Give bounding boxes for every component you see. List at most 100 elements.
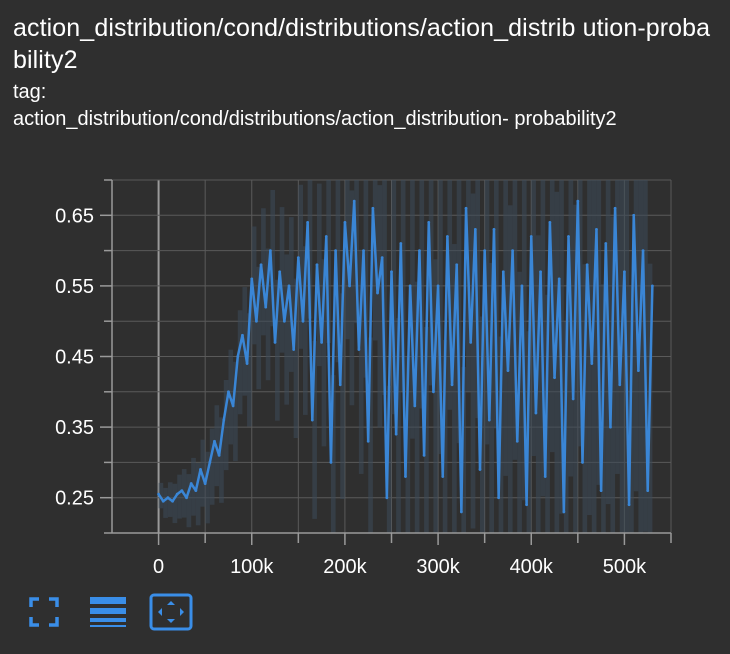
data-point <box>222 418 226 422</box>
data-point <box>157 492 160 496</box>
data-point <box>296 256 300 260</box>
band-segment <box>223 379 229 471</box>
data-point <box>427 220 431 224</box>
band-segment <box>442 339 448 533</box>
data-point <box>506 369 510 373</box>
band-segment <box>242 287 248 396</box>
data-point <box>604 242 608 245</box>
data-point <box>595 228 598 231</box>
data-point <box>194 489 198 493</box>
band-segment <box>410 180 415 439</box>
data-point <box>231 404 235 408</box>
band-segment <box>335 180 341 363</box>
data-point <box>203 482 207 485</box>
band-segment <box>209 428 215 505</box>
y-tick-label: 0.65 <box>55 205 94 227</box>
data-point <box>390 270 393 274</box>
band-segment <box>261 208 266 336</box>
data-point <box>585 263 589 267</box>
data-point <box>282 319 286 323</box>
x-tick-label: 500k <box>603 556 647 578</box>
data-point <box>632 213 636 217</box>
data-point <box>245 362 249 365</box>
band-segment <box>507 205 513 533</box>
y-tick-label: 0.25 <box>55 488 94 510</box>
data-point <box>371 206 375 210</box>
band-segment <box>363 180 369 378</box>
band-segment <box>256 266 262 390</box>
band-segment <box>298 184 303 349</box>
band-segment <box>177 474 182 519</box>
band-segment <box>400 180 406 392</box>
data-point <box>618 383 622 387</box>
data-point <box>273 340 277 344</box>
data-point <box>310 418 314 422</box>
data-point <box>459 510 463 514</box>
x-tick-label: 100k <box>230 556 274 578</box>
data-point <box>208 461 212 464</box>
band-segment <box>205 451 210 524</box>
band-segment <box>186 474 192 528</box>
data-point <box>432 390 435 394</box>
data-point <box>483 249 487 253</box>
data-point <box>268 249 272 253</box>
data-point <box>441 475 445 478</box>
data-point <box>241 333 244 337</box>
band-segment <box>386 385 392 533</box>
data-point <box>306 220 310 224</box>
band-segment <box>638 180 644 533</box>
data-point <box>473 228 477 231</box>
data-point <box>422 453 426 457</box>
data-point <box>576 199 580 203</box>
band-segment <box>284 254 290 405</box>
data-point <box>343 220 347 224</box>
data-point <box>646 489 650 493</box>
toggle-log-scale-icon <box>90 597 126 627</box>
x-tick-label: 400k <box>510 556 554 578</box>
band-segment <box>349 190 355 406</box>
y-axis-ticks: 0.25 0.35 0.45 0.55 0.65 <box>55 179 112 534</box>
data-point <box>166 496 170 500</box>
data-point <box>334 249 337 253</box>
tag-value: action_distribution/cond/distributions/a… <box>13 108 617 130</box>
data-point <box>348 284 351 288</box>
data-point <box>217 453 221 457</box>
data-point <box>515 439 519 443</box>
fullscreen-button[interactable] <box>22 592 66 632</box>
data-point <box>534 411 538 415</box>
band-segment <box>633 180 639 492</box>
data-point <box>529 235 533 238</box>
data-point <box>511 249 515 253</box>
band-segment <box>233 361 238 462</box>
band-segment <box>247 313 252 427</box>
data-point <box>376 291 379 295</box>
band-segment <box>316 183 322 367</box>
data-point <box>557 277 561 281</box>
data-point <box>469 340 473 344</box>
data-point <box>525 503 528 507</box>
tag-label: tag: <box>13 81 47 103</box>
data-point <box>492 228 496 231</box>
toggle-log-scale-button[interactable] <box>86 592 130 632</box>
data-point <box>357 348 361 351</box>
band-segment <box>289 217 294 372</box>
data-point <box>404 475 407 478</box>
band-segment <box>405 356 411 533</box>
band-segment <box>219 417 224 503</box>
x-tick-label: 300k <box>416 556 460 578</box>
line-chart[interactable]: 0.25 0.35 0.45 0.55 0.65 0 100k 200k 300k 400k 50… <box>0 0 730 590</box>
data-point <box>539 270 542 274</box>
data-point <box>450 383 454 387</box>
fit-domain-button[interactable] <box>149 592 193 632</box>
data-point <box>394 432 398 436</box>
band-segment <box>419 180 425 409</box>
y-tick-label: 0.35 <box>55 417 94 439</box>
band-segment <box>456 180 462 444</box>
fit-domain-icon <box>149 593 193 631</box>
band-segment <box>321 259 327 447</box>
data-point <box>436 284 440 288</box>
data-point <box>609 425 612 429</box>
band-segment <box>302 246 308 415</box>
data-point <box>408 284 412 288</box>
data-point <box>324 235 328 238</box>
